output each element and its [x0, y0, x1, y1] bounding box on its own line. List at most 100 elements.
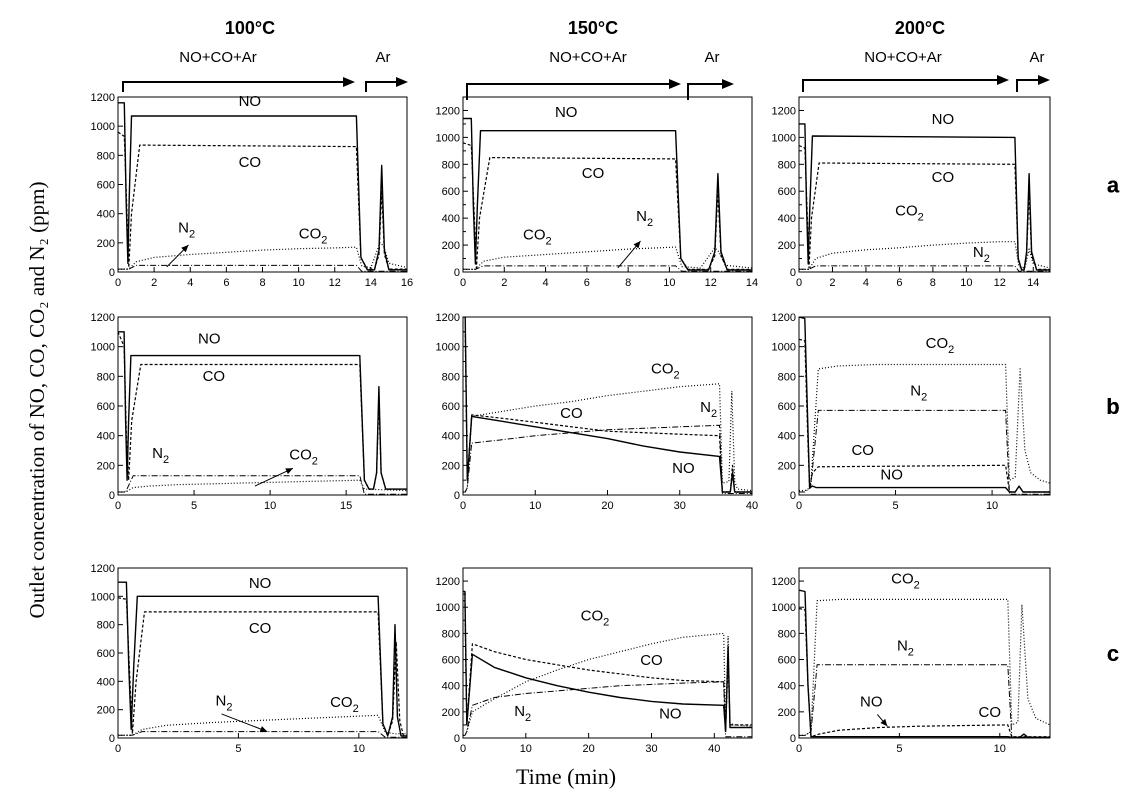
- series-label: N2: [514, 703, 531, 724]
- y-tick-label: 200: [442, 240, 460, 252]
- series-label: NO: [932, 111, 955, 128]
- phase-arrow-200-purge-head: [1038, 75, 1050, 85]
- y-tick-label: 600: [442, 655, 460, 667]
- y-tick-label: 800: [97, 371, 115, 383]
- series-n2-line: [118, 731, 407, 738]
- x-tick-label: 30: [674, 500, 686, 512]
- x-tick-label: 0: [460, 743, 466, 755]
- temp-label-150: 150°C: [568, 18, 618, 38]
- temp-label-100: 100°C: [225, 18, 275, 38]
- x-tick-label: 8: [625, 277, 631, 289]
- x-tick-label: 6: [223, 277, 229, 289]
- x-tick-label: 30: [645, 743, 657, 755]
- phase-arrow-150-feed: [466, 83, 673, 100]
- x-tick-label: 15: [340, 500, 352, 512]
- y-tick-label: 1200: [91, 92, 115, 104]
- x-tick-label: 10: [529, 500, 541, 512]
- series-co-line: [463, 600, 752, 733]
- series-co2-line: [799, 598, 1050, 736]
- series-label: N2: [215, 692, 232, 713]
- x-tick-label: 5: [892, 500, 898, 512]
- x-tick-label: 8: [930, 277, 936, 289]
- x-tick-label: 40: [708, 743, 720, 755]
- x-tick-label: 14: [746, 277, 758, 289]
- y-axis-label: Outlet concentration of NO, CO, CO₂ and …: [25, 182, 49, 619]
- series-label: CO: [932, 169, 955, 186]
- y-tick-label: 1000: [436, 132, 460, 144]
- y-tick-label: 200: [778, 707, 796, 719]
- phase2-label-150: Ar: [705, 49, 720, 66]
- column-header-150: 150°C NO+CO+Ar Ar: [549, 18, 719, 66]
- series-label: CO: [239, 154, 262, 171]
- y-tick-label: 600: [442, 186, 460, 198]
- column-header-100: 100°C NO+CO+Ar Ar: [179, 18, 390, 66]
- y-tick-label: 800: [97, 620, 115, 632]
- series-label: CO2: [523, 227, 552, 248]
- annotation-arrow: [221, 713, 268, 733]
- x-tick-label: 0: [115, 277, 121, 289]
- series-label: N2: [152, 445, 169, 466]
- phase-arrow-200-feed-head: [997, 75, 1009, 85]
- series-label: CO2: [926, 335, 955, 356]
- annotation-arrow-head: [259, 726, 268, 733]
- plot-frame: [798, 567, 1051, 739]
- row-letter: a: [1107, 173, 1120, 198]
- x-tick-label: 0: [460, 500, 466, 512]
- y-tick-label: 800: [97, 150, 115, 162]
- y-tick-label: 1200: [772, 312, 796, 324]
- row-letter: a: [1107, 173, 1120, 198]
- x-tick-label: 5: [191, 500, 197, 512]
- plot-frame: [462, 96, 753, 273]
- series-label: CO2: [299, 225, 328, 246]
- series-label: CO: [979, 704, 1002, 721]
- series-n2-line: [118, 475, 407, 495]
- phase2-label-100: Ar: [376, 49, 391, 66]
- annotation-arrow-head: [633, 241, 641, 249]
- y-tick-label: 600: [778, 401, 796, 413]
- series-no-line: [799, 123, 1050, 271]
- y-tick-label: 1000: [436, 602, 460, 614]
- series-co2-line: [799, 363, 1050, 492]
- series-co-line: [118, 131, 407, 270]
- series-label: CO: [582, 165, 605, 182]
- y-tick-label: 0: [454, 733, 460, 745]
- series-label: CO2: [581, 607, 610, 628]
- series-co-line: [799, 144, 1050, 270]
- series-co2-line: [118, 242, 407, 270]
- row-letter: b: [1106, 394, 1119, 419]
- x-tick-label: 5: [235, 743, 241, 755]
- y-tick-label: 200: [442, 707, 460, 719]
- series-no-line: [118, 581, 407, 737]
- y-tick-label: 800: [442, 628, 460, 640]
- series-co-line: [118, 331, 407, 490]
- row-letter: c: [1107, 641, 1119, 666]
- row-letter: b: [1106, 394, 1119, 419]
- series-label: N2: [636, 208, 653, 229]
- panel-a-1: 0 2 4 6 8 10 12 14 0 200 400 600 800 1000 1200 NO CO CO2 N…: [436, 96, 758, 289]
- x-axis-label: Time (min): [516, 764, 616, 789]
- y-tick-label: 400: [97, 209, 115, 221]
- plot-frame: [117, 96, 408, 273]
- y-tick-label: 1000: [772, 602, 796, 614]
- phase-arrows: [122, 75, 1050, 100]
- y-tick-label: 0: [109, 490, 115, 502]
- row-letter: c: [1107, 641, 1119, 666]
- y-tick-label: 400: [778, 213, 796, 225]
- x-tick-label: 20: [601, 500, 613, 512]
- x-tick-label: 40: [746, 500, 758, 512]
- panel-a-2: 0 2 4 6 8 10 12 14 0 200 400 600 800 1000 1200 NO CO CO2 N…: [772, 96, 1120, 289]
- series-co-line: [799, 338, 1050, 493]
- y-tick-label: 800: [778, 371, 796, 383]
- x-tick-label: 10: [960, 277, 972, 289]
- y-tick-label: 1200: [91, 312, 115, 324]
- series-no-line: [118, 102, 407, 271]
- y-tick-label: 400: [778, 681, 796, 693]
- x-tick-label: 0: [115, 500, 121, 512]
- series-n2-line: [799, 664, 1050, 738]
- panel-b-2: 0 5 10 0 200 400 600 800 1000 1200 CO2 N2 CO NO b: [772, 312, 1120, 512]
- series-label: CO: [249, 620, 272, 637]
- x-tick-label: 10: [663, 277, 675, 289]
- x-tick-label: 12: [994, 277, 1006, 289]
